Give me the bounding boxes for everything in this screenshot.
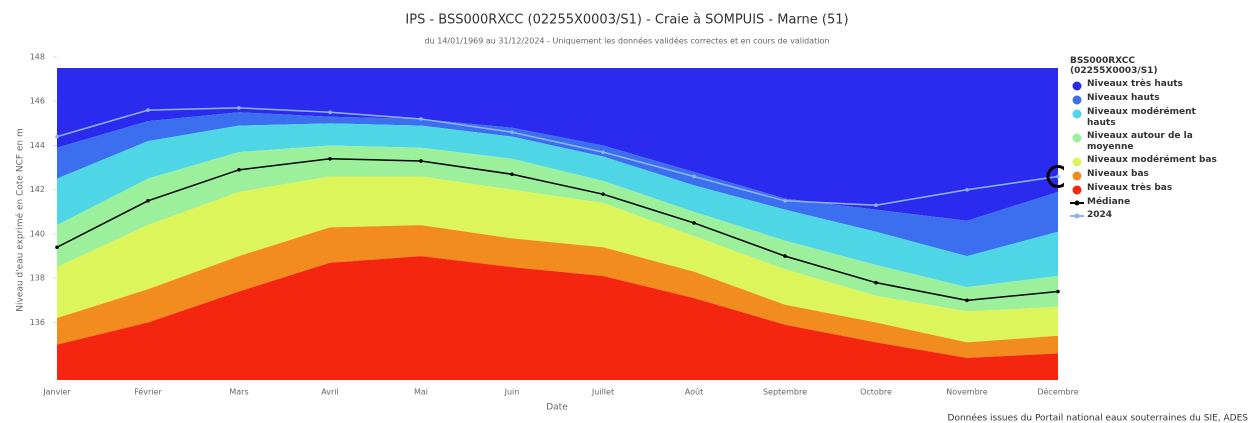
y-tick-label: 140 xyxy=(30,229,45,238)
point xyxy=(237,106,241,110)
point xyxy=(1056,174,1060,179)
point xyxy=(783,254,787,258)
legend-label: Niveaux très bas xyxy=(1087,183,1173,193)
band-area xyxy=(57,68,1058,221)
band-area xyxy=(57,176,1058,343)
point xyxy=(692,221,696,225)
band-area xyxy=(57,256,1058,380)
point xyxy=(146,108,150,112)
point xyxy=(55,134,59,139)
point xyxy=(419,159,423,163)
band-area xyxy=(57,145,1058,312)
y-tick-label: 142 xyxy=(30,185,45,194)
x-tick-label: Décembre xyxy=(1037,387,1078,397)
legend: BSS000RXCC (02255X0003/S1) Niveaux très … xyxy=(1064,52,1226,227)
legend-swatch xyxy=(1070,183,1084,195)
legend-label: Niveaux modérément hauts xyxy=(1087,107,1196,128)
point xyxy=(237,168,241,172)
point xyxy=(510,130,514,135)
legend-item[interactable]: Médiane xyxy=(1070,197,1220,208)
areas xyxy=(57,68,1058,380)
x-tick-label: Août xyxy=(685,388,703,397)
band-area xyxy=(57,123,1058,288)
x-tick-label: Mars xyxy=(229,388,248,397)
point xyxy=(55,245,59,250)
point xyxy=(692,174,696,179)
legend-swatch xyxy=(1070,169,1084,181)
y-axis-label: Niveau d'eau exprimé en Cote NCF en m xyxy=(15,128,26,312)
legend-title: BSS000RXCC (02255X0003/S1) xyxy=(1070,56,1158,76)
y-tick-label: 146 xyxy=(30,97,45,106)
legend-label: 2024 xyxy=(1087,210,1113,220)
point xyxy=(965,298,969,303)
point xyxy=(601,192,605,196)
x-tick-label: Novembre xyxy=(946,388,988,397)
legend-label: Niveaux modérément bas xyxy=(1087,155,1217,165)
point xyxy=(328,156,332,161)
legend-item[interactable]: Niveaux modérément bas xyxy=(1070,155,1220,167)
point xyxy=(874,203,878,208)
series-line xyxy=(56,107,1059,206)
legend-item[interactable]: Niveaux bas xyxy=(1070,169,1220,181)
legend-swatch xyxy=(1070,197,1084,207)
legend-swatch xyxy=(1070,210,1084,220)
point xyxy=(510,172,514,177)
legend-swatch xyxy=(1070,131,1084,143)
legend-item[interactable]: 2024 xyxy=(1070,210,1220,221)
legend-label: Niveaux hauts xyxy=(1087,93,1160,103)
x-tick-label: Juillet xyxy=(591,388,614,397)
x-tick-label: Juin xyxy=(504,388,520,397)
y-tick-label: 136 xyxy=(30,318,45,327)
x-tick-label: Janvier xyxy=(42,388,71,397)
point xyxy=(328,110,332,115)
legend-label: Niveaux bas xyxy=(1087,169,1149,179)
lines xyxy=(55,106,1060,303)
point xyxy=(601,150,605,154)
chart-title: IPS - BSS000RXCC (02255X0003/S1) - Craie… xyxy=(405,13,848,28)
x-tick-label: Octobre xyxy=(860,388,892,397)
x-tick-label: Mai xyxy=(414,388,428,397)
legend-label: Niveaux autour de la moyenne xyxy=(1087,131,1193,152)
legend-item[interactable]: Niveaux autour de la moyenne xyxy=(1070,131,1220,153)
band-area xyxy=(57,225,1058,358)
chart-subtitle: du 14/01/1969 au 31/12/2024 - Uniquement… xyxy=(425,36,830,46)
legend-item[interactable]: Niveaux modérément hauts xyxy=(1070,107,1220,129)
series-line xyxy=(56,158,1059,302)
legend-swatch xyxy=(1070,107,1084,119)
legend-swatch xyxy=(1070,155,1084,167)
band-area xyxy=(57,112,1058,257)
x-tick-label: Février xyxy=(134,387,162,397)
legend-item[interactable]: Niveaux hauts xyxy=(1070,93,1220,105)
legend-label: Médiane xyxy=(1087,197,1131,207)
point xyxy=(783,199,787,203)
point xyxy=(419,117,423,121)
x-tick-label: Avril xyxy=(321,388,338,397)
y-tick-label: 144 xyxy=(30,141,45,150)
legend-item[interactable]: Niveaux très hauts xyxy=(1070,79,1220,91)
point xyxy=(146,199,150,203)
x-tick-label: Septembre xyxy=(763,388,807,397)
legend-swatch xyxy=(1070,93,1084,105)
point xyxy=(965,187,969,192)
legend-item[interactable]: Niveaux très bas xyxy=(1070,183,1220,195)
point xyxy=(1056,289,1060,294)
y-tick-label: 138 xyxy=(30,274,45,283)
legend-swatch xyxy=(1070,79,1084,91)
source-note: Données issues du Portail national eaux … xyxy=(948,413,1249,423)
x-axis-label: Date xyxy=(546,403,568,413)
point xyxy=(874,280,878,285)
y-tick-label: 148 xyxy=(30,53,45,62)
legend-label: Niveaux très hauts xyxy=(1087,79,1183,89)
